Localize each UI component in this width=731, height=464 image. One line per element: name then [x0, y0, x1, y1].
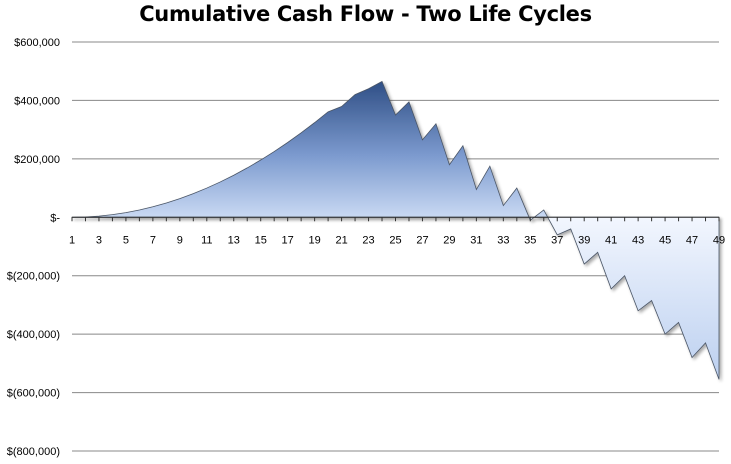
- x-tick-label: 5: [123, 234, 129, 246]
- y-tick-label: $(200,000): [7, 271, 60, 283]
- x-tick-label: 47: [686, 234, 698, 246]
- x-tick-label: 29: [443, 234, 455, 246]
- x-tick-label: 13: [228, 234, 240, 246]
- y-tick-label: $(600,000): [7, 388, 60, 400]
- y-tick-label: $-: [50, 212, 60, 224]
- x-tick-label: 37: [551, 234, 563, 246]
- x-tick-label: 1: [69, 234, 75, 246]
- x-tick-label: 15: [255, 234, 267, 246]
- y-tick-label: $200,000: [14, 154, 60, 166]
- y-tick-label: $400,000: [14, 95, 60, 107]
- x-tick-label: 17: [282, 234, 294, 246]
- x-tick-label: 25: [389, 234, 401, 246]
- x-tick-label: 49: [713, 234, 725, 246]
- x-tick-label: 11: [201, 234, 212, 246]
- x-tick-label: 9: [177, 234, 183, 246]
- x-tick-label: 43: [632, 234, 644, 246]
- x-tick-label: 35: [524, 234, 536, 246]
- x-tick-label: 3: [96, 234, 102, 246]
- y-tick-label: $(800,000): [7, 446, 60, 458]
- y-tick-label: $600,000: [14, 37, 60, 49]
- x-tick-label: 27: [416, 234, 428, 246]
- x-tick-label: 31: [470, 234, 482, 246]
- x-tick-label: 41: [605, 234, 617, 246]
- x-tick-label: 23: [362, 234, 374, 246]
- x-tick-label: 21: [335, 234, 347, 246]
- x-tick-label: 45: [659, 234, 671, 246]
- x-tick-label: 39: [578, 234, 590, 246]
- chart-title: Cumulative Cash Flow - Two Life Cycles: [139, 2, 592, 26]
- x-tick-label: 19: [309, 234, 321, 246]
- x-tick-label: 7: [150, 234, 156, 246]
- x-tick-label: 33: [497, 234, 509, 246]
- area-positive: [71, 80, 720, 218]
- y-tick-label: $(400,000): [7, 329, 60, 341]
